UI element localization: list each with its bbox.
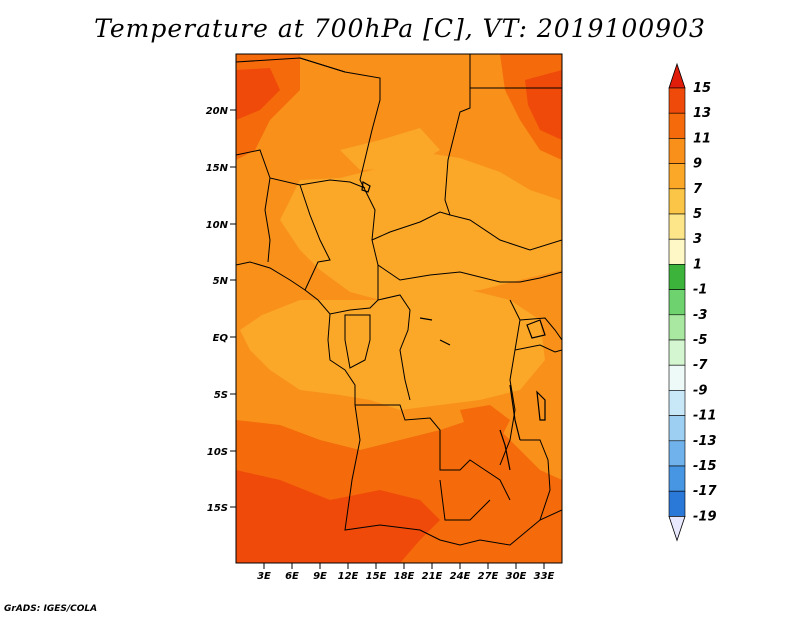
colorbar-segment xyxy=(668,264,686,290)
colorbar-segment xyxy=(668,289,686,316)
lon-label: 24E xyxy=(450,571,471,582)
lon-label: 9E xyxy=(313,571,327,582)
colorbar-segment xyxy=(668,188,686,215)
colorbar-label: 9 xyxy=(693,157,702,172)
lat-label: 15S xyxy=(207,503,228,514)
colorbar-segment xyxy=(668,364,686,391)
colorbar-label: 3 xyxy=(693,232,702,247)
lon-label: 6E xyxy=(285,571,299,582)
colorbar-bottom-arrow xyxy=(668,516,686,542)
field-13-15-nw xyxy=(236,68,280,120)
lat-label: 10S xyxy=(207,447,228,458)
grads-credit: GrADS: IGES/COLA xyxy=(4,604,98,614)
colorbar-label: -1 xyxy=(693,283,707,298)
colorbar-segment xyxy=(668,112,686,139)
colorbar-label: 11 xyxy=(693,131,711,146)
colorbar-segment xyxy=(668,238,686,265)
colorbar-segment xyxy=(668,339,686,366)
field-13-15-south xyxy=(236,470,440,563)
colorbar-label: -3 xyxy=(693,308,707,323)
map-frame xyxy=(235,53,563,564)
colorbar-label: -15 xyxy=(693,459,717,474)
colorbar-label: 7 xyxy=(693,182,703,197)
colorbar-segment xyxy=(668,138,686,164)
lat-label: 5S xyxy=(214,390,228,401)
lat-label: EQ xyxy=(213,333,229,344)
colorbar-segment xyxy=(668,490,686,517)
colorbar-segment xyxy=(668,314,686,341)
colorbar-label: 15 xyxy=(693,81,711,96)
colorbar-label: -19 xyxy=(693,509,717,524)
lat-label: 5N xyxy=(213,276,229,287)
colorbar-label: 13 xyxy=(693,106,711,121)
lat-axis: 20N 15N 10N 5N EQ 5S 10S 15S xyxy=(206,106,236,514)
lon-axis: 3E 6E 9E 12E 15E 18E 21E 24E 27E 30E 33E xyxy=(257,563,555,582)
colorbar-label: 1 xyxy=(693,257,702,272)
colorbar-label: -5 xyxy=(693,333,707,348)
country-borders xyxy=(236,54,562,546)
lakes xyxy=(361,181,546,471)
lat-label: 10N xyxy=(206,220,229,231)
colorbar-top-arrow xyxy=(668,62,686,89)
colorbar-segment xyxy=(668,465,686,492)
lon-label: 18E xyxy=(394,571,415,582)
lon-label: 33E xyxy=(534,571,555,582)
colorbar-label: -9 xyxy=(693,383,707,398)
colorbar-segment xyxy=(668,390,686,416)
colorbar-segment xyxy=(668,213,686,240)
colorbar-segment xyxy=(668,87,686,114)
temperature-field xyxy=(236,54,562,563)
colorbar-label: -13 xyxy=(693,434,717,449)
lon-label: 21E xyxy=(422,571,443,582)
colorbar-label: -17 xyxy=(693,484,717,499)
lat-label: 15N xyxy=(206,163,229,174)
colorbar-segment xyxy=(668,415,686,442)
colorbar-label: -7 xyxy=(693,358,708,373)
colorbar-label: -11 xyxy=(693,409,717,424)
field-7-9-sahel xyxy=(280,152,562,300)
field-7-9-congo xyxy=(240,290,545,410)
colorbar-segment xyxy=(668,440,686,467)
lon-label: 12E xyxy=(338,571,359,582)
lon-label: 27E xyxy=(478,571,499,582)
map-title: Temperature at 700hPa [C], VT: 201910090… xyxy=(94,14,706,43)
lon-label: 15E xyxy=(366,571,387,582)
colorbar: 15 13 11 9 7 5 3 1 -1 -3 -5 -7 -9 -11 -13 -15 -17 -19 xyxy=(668,62,717,542)
colorbar-segment xyxy=(668,163,686,190)
colorbar-label: 5 xyxy=(693,207,702,222)
lat-label: 20N xyxy=(206,106,229,117)
lon-label: 3E xyxy=(257,571,271,582)
field-11-13-lake xyxy=(460,405,510,440)
lon-label: 30E xyxy=(506,571,527,582)
